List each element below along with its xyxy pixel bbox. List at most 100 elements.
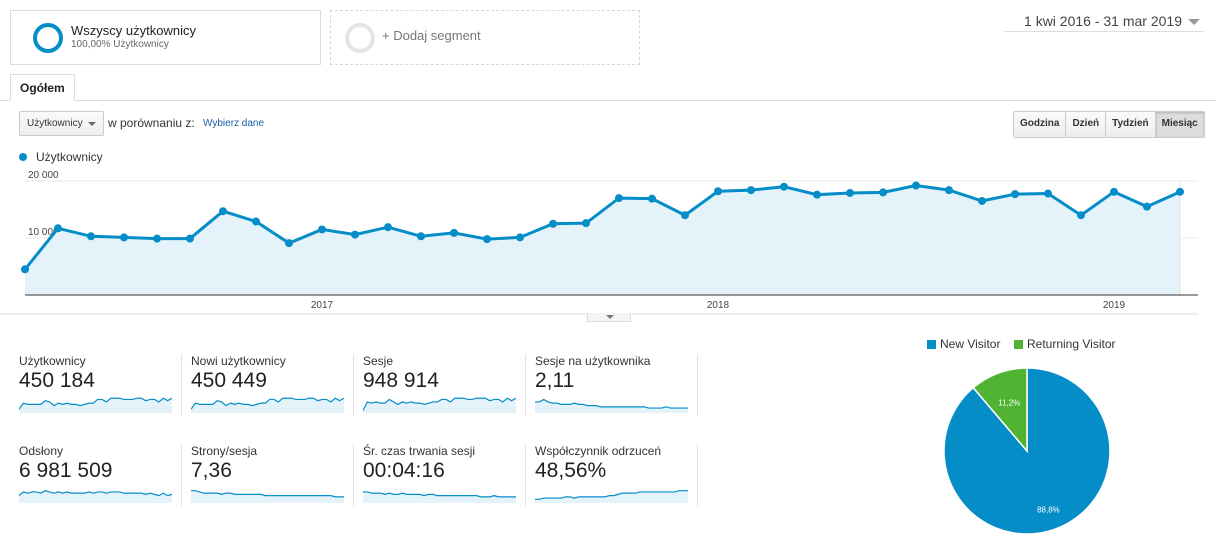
data-point[interactable] (912, 181, 920, 190)
data-point[interactable] (1110, 187, 1118, 196)
data-point[interactable] (87, 232, 95, 241)
data-point[interactable] (582, 219, 590, 228)
data-point[interactable] (1044, 189, 1052, 198)
data-point[interactable] (846, 188, 854, 197)
scorecard[interactable]: Użytkownicy 450 184 (19, 354, 189, 419)
data-point[interactable] (21, 265, 29, 274)
data-point[interactable] (153, 234, 161, 243)
data-point[interactable] (780, 182, 788, 191)
series-area (25, 185, 1180, 295)
scorecard-value: 2,11 (535, 369, 575, 392)
granularity-week-button[interactable]: Tydzień (1105, 112, 1155, 137)
data-point[interactable] (318, 225, 326, 234)
scorecard[interactable]: Sesje na użytkownika 2,11 (535, 354, 705, 419)
scorecard-sparkline (19, 397, 172, 413)
granularity-day-button[interactable]: Dzień (1065, 112, 1106, 137)
scorecard-divider (525, 444, 526, 506)
scorecard-value: 48,56% (535, 459, 607, 482)
chevron-down-icon[interactable] (1188, 19, 1200, 25)
sparkline-area (191, 490, 344, 503)
choose-metric-link[interactable]: Wybierz dane (203, 118, 265, 129)
scorecard-label: Użytkownicy (19, 354, 86, 368)
scorecard-divider (697, 444, 698, 506)
scorecard[interactable]: Odsłony 6 981 509 (19, 444, 189, 509)
data-point[interactable] (483, 235, 491, 244)
data-point[interactable] (549, 219, 557, 228)
data-point[interactable] (384, 223, 392, 232)
scorecard[interactable]: Współczynnik odrzuceń 48,56% (535, 444, 705, 509)
visitor-type-pie-chart[interactable]: 88,8% 11,2% (940, 364, 1115, 539)
data-point[interactable] (450, 228, 458, 237)
date-range-underline (1004, 31, 1204, 32)
users-line-chart[interactable]: 20 000 10 000 2017 2018 2019 (0, 165, 1216, 315)
segment-name: Wszyscy użytkownicy (71, 23, 196, 38)
data-point[interactable] (714, 187, 722, 196)
data-point[interactable] (285, 239, 293, 248)
granularity-month-button[interactable]: Miesiąc (1154, 112, 1204, 137)
tab-overview[interactable]: Ogółem (10, 74, 75, 101)
data-point[interactable] (648, 194, 656, 203)
data-point[interactable] (219, 207, 227, 216)
pie-legend-new-label: New Visitor (940, 337, 1001, 351)
scorecard-sparkline (19, 490, 172, 503)
pie-slice-label: 88,8% (1037, 505, 1060, 514)
scorecard-label: Współczynnik odrzuceń (535, 444, 662, 458)
date-range-picker[interactable]: 1 kwi 2016 - 31 mar 2019 (1024, 13, 1182, 29)
data-point[interactable] (252, 217, 260, 226)
data-point[interactable] (1176, 187, 1184, 196)
scorecard[interactable]: Strony/sesja 7,36 (191, 444, 361, 509)
sparkline-area (363, 398, 516, 413)
sparkline-area (19, 398, 172, 413)
scorecard-divider (353, 444, 354, 506)
data-point[interactable] (681, 211, 689, 220)
metric-select-value: Użytkownicy (27, 118, 83, 129)
data-point[interactable] (1011, 190, 1019, 199)
data-point[interactable] (120, 233, 128, 242)
data-point[interactable] (54, 224, 62, 233)
scorecard-label: Odsłony (19, 444, 64, 458)
granularity-button-group: Godzina Dzień Tydzień Miesiąc (1013, 111, 1205, 138)
scorecard-label: Śr. czas trwania sesji (363, 444, 476, 458)
series-legend-label[interactable]: Użytkownicy (36, 150, 103, 164)
segment-all-users[interactable]: Wszyscy użytkownicy 100,00% Użytkownicy (10, 10, 321, 65)
scorecard-sparkline (363, 491, 516, 503)
data-point[interactable] (978, 196, 986, 205)
data-point[interactable] (813, 190, 821, 199)
data-point[interactable] (351, 230, 359, 239)
scorecard[interactable]: Sesje 948 914 (363, 354, 533, 419)
metric-select[interactable]: Użytkownicy (19, 111, 104, 136)
tab-bar-divider (0, 100, 1216, 101)
data-point[interactable] (186, 234, 194, 243)
data-point[interactable] (1077, 211, 1085, 220)
x-tick-label: 2017 (311, 300, 334, 311)
data-point[interactable] (747, 186, 755, 195)
scorecard-divider (181, 354, 182, 416)
x-tick-label: 2019 (1103, 300, 1126, 311)
pie-slice[interactable] (972, 367, 1028, 454)
add-segment-button[interactable]: + Dodaj segment (330, 10, 640, 65)
empty-segment-circle-icon (345, 23, 375, 53)
pie-legend-new[interactable]: New Visitor (927, 337, 1000, 351)
scorecard-value: 450 184 (19, 369, 95, 392)
pie-legend-returning-label: Returning Visitor (1027, 337, 1116, 351)
scorecard-value: 7,36 (191, 459, 232, 482)
chart-expand-handle[interactable] (587, 313, 631, 322)
scorecard[interactable]: Nowi użytkownicy 450 449 (191, 354, 361, 419)
sparkline-area (191, 398, 344, 413)
data-point[interactable] (615, 194, 623, 203)
data-point[interactable] (417, 232, 425, 241)
scorecard-sparkline (535, 398, 688, 413)
data-point[interactable] (1143, 202, 1151, 211)
scorecard-sparkline (535, 490, 688, 503)
data-point[interactable] (945, 186, 953, 195)
scorecard-label: Sesje (363, 354, 394, 368)
data-point[interactable] (516, 233, 524, 242)
pie-legend-returning[interactable]: Returning Visitor (1014, 337, 1116, 351)
legend-swatch-returning (1014, 340, 1023, 349)
legend-swatch-new (927, 340, 936, 349)
granularity-hour-button[interactable]: Godzina (1014, 112, 1066, 137)
segment-circle-icon (33, 23, 63, 53)
scorecard[interactable]: Śr. czas trwania sesji 00:04:16 (363, 444, 533, 509)
sparkline-line (363, 397, 516, 411)
data-point[interactable] (879, 188, 887, 197)
